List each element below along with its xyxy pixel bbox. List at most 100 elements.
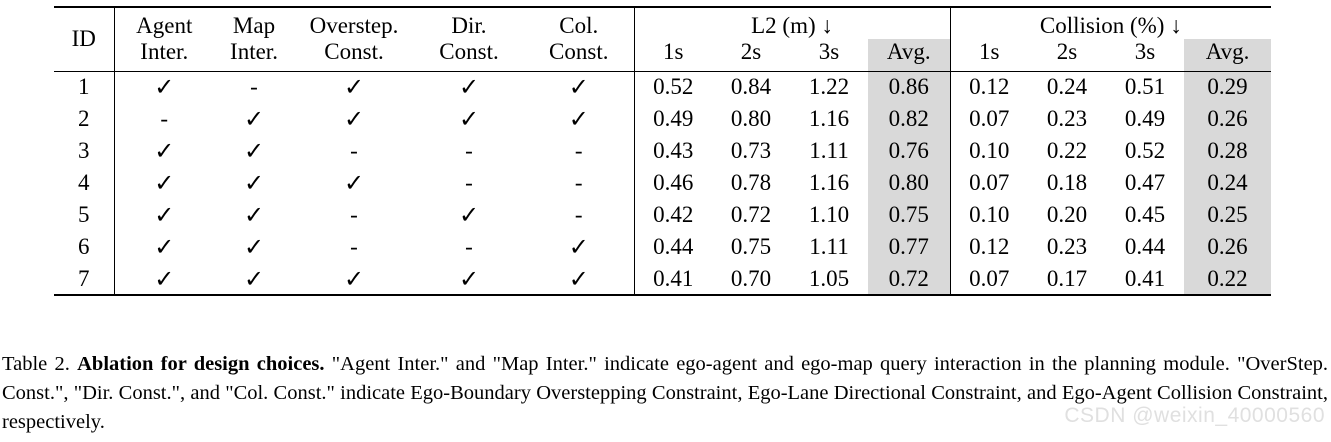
cell-l2-avg: 0.86 [868, 70, 951, 103]
cell-l2-3s: 1.05 [790, 263, 868, 296]
cell-collision-1s: 0.10 [969, 202, 1010, 227]
cell-collision-3s: 0.44 [1124, 234, 1166, 259]
cell-l2-2s: 0.73 [730, 138, 772, 163]
header-map-line1: Map [214, 6, 294, 39]
cell-map-flag: ✓ [243, 105, 265, 133]
header-col-avg: Avg. [1184, 39, 1272, 71]
cell-col-flag: - [524, 135, 635, 167]
cell-id: 1 [54, 70, 115, 103]
cell-col-flag: ✓ [524, 231, 635, 263]
header-l2-1s: 1s [663, 39, 684, 64]
cell-id: 4 [54, 167, 115, 199]
table-row: 7 ✓ ✓ ✓ ✓ ✓ 0.41 0.70 1.05 0.72 0.07 0.17 0.41 0.22 [54, 263, 1272, 296]
cell-l2-avg: 0.72 [868, 263, 951, 296]
table-row: 1 ✓ - ✓ ✓ ✓ 0.52 0.84 1.22 0.86 0.12 0.24 0.51 0.29 [54, 70, 1272, 103]
cell-l2-3s: 1.16 [808, 106, 850, 131]
cell-l2-3s: 1.22 [790, 70, 868, 103]
header-agent-line1: Agent [114, 6, 214, 39]
cell-l2-1s: 0.52 [634, 70, 712, 103]
cell-agent-flag: ✓ [154, 169, 175, 197]
cell-l2-avg: 0.76 [868, 135, 951, 167]
cell-col-flag: ✓ [524, 263, 635, 296]
header-col-2s: 2s [1056, 39, 1078, 64]
cell-collision-1s: 0.12 [950, 70, 1029, 103]
cell-l2-2s: 0.78 [730, 170, 772, 195]
cell-collision-2s: 0.17 [1028, 263, 1107, 296]
table-caption: Table 2. Ablation for design choices. "A… [2, 350, 1328, 437]
header-id: ID [54, 6, 115, 71]
cell-col-flag: ✓ [524, 103, 635, 135]
cell-l2-2s: 0.84 [712, 70, 790, 103]
cell-id: 2 [54, 103, 115, 135]
header-dir-line1: Dir. [414, 6, 524, 39]
cell-l2-1s: 0.46 [653, 170, 694, 195]
cell-overstep-flag: - [350, 234, 358, 259]
cell-l2-3s: 1.11 [809, 138, 849, 163]
header-l2-avg: Avg. [868, 39, 951, 71]
ablation-table: ID Agent Map Overstep. Dir. Col. L2 (m) … [54, 6, 1272, 296]
cell-l2-3s: 1.11 [809, 234, 849, 259]
table-row: 3 ✓ ✓ - - -0.43 0.73 1.11 0.76 0.10 0.22 0.52 0.28 [54, 135, 1272, 167]
cell-dir-flag: - [465, 138, 473, 163]
header-col-3s: 3s [1134, 39, 1156, 64]
header-collision-group: Collision (%) ↓ [950, 6, 1272, 39]
cell-collision-1s: 0.10 [969, 138, 1010, 163]
cell-l2-2s: 0.80 [730, 106, 772, 131]
cell-collision-3s: 0.49 [1124, 106, 1166, 131]
cell-agent-flag: ✓ [154, 201, 175, 229]
cell-id: 3 [54, 135, 115, 167]
cell-collision-2s: 0.23 [1046, 234, 1088, 259]
cell-col-flag: - [524, 167, 635, 199]
cell-collision-3s: 0.51 [1106, 70, 1185, 103]
cell-l2-2s: 0.75 [730, 234, 772, 259]
cell-l2-3s: 1.10 [808, 202, 850, 227]
cell-overstep-flag: - [350, 202, 358, 227]
cell-collision-3s: 0.52 [1124, 138, 1166, 163]
caption-label: Table 2. [2, 353, 70, 375]
cell-col-flag: - [524, 199, 635, 231]
cell-collision-1s: 0.07 [969, 106, 1010, 131]
cell-l2-1s: 0.49 [653, 106, 694, 131]
cell-l2-1s: 0.43 [653, 138, 694, 163]
cell-collision-2s: 0.18 [1046, 170, 1088, 195]
table-row: 5 ✓ ✓ - ✓ -0.42 0.72 1.10 0.75 0.10 0.20 0.45 0.25 [54, 199, 1272, 231]
cell-id: 7 [54, 263, 115, 296]
cell-l2-2s: 0.70 [712, 263, 790, 296]
cell-collision-avg: 0.25 [1184, 199, 1272, 231]
cell-dir-flag: ✓ [414, 263, 524, 296]
cell-agent-flag: ✓ [154, 137, 175, 165]
table-row: 2 - ✓ ✓ ✓ ✓ 0.49 0.80 1.16 0.82 0.07 0.23 0.49 0.26 [54, 103, 1272, 135]
cell-collision-1s: 0.07 [969, 170, 1010, 195]
cell-collision-avg: 0.24 [1184, 167, 1272, 199]
cell-dir-flag: - [465, 170, 473, 195]
cell-collision-2s: 0.24 [1028, 70, 1107, 103]
header-dir-line2: Const. [439, 39, 499, 64]
cell-id: 6 [54, 231, 115, 263]
cell-overstep-flag: ✓ [294, 70, 414, 103]
header-l2-2s: 2s [740, 39, 762, 64]
cell-collision-3s: 0.47 [1124, 170, 1166, 195]
cell-l2-avg: 0.82 [868, 103, 951, 135]
cell-collision-2s: 0.20 [1046, 202, 1088, 227]
table-row: 4 ✓ ✓ ✓ - -0.46 0.78 1.16 0.80 0.07 0.18 0.47 0.24 [54, 167, 1272, 199]
cell-collision-3s: 0.41 [1106, 263, 1185, 296]
cell-collision-avg: 0.26 [1184, 103, 1272, 135]
cell-dir-flag: ✓ [458, 105, 480, 133]
cell-dir-flag: ✓ [458, 201, 480, 229]
header-overstep-line1: Overstep. [294, 6, 414, 39]
cell-l2-1s: 0.41 [634, 263, 712, 296]
header-overstep-line2: Const. [324, 39, 384, 64]
cell-collision-avg: 0.26 [1184, 231, 1272, 263]
header-col-line1: Col. [524, 6, 635, 39]
cell-col-flag: ✓ [524, 70, 635, 103]
cell-collision-3s: 0.45 [1124, 202, 1166, 227]
cell-agent-flag: ✓ [154, 233, 175, 261]
cell-overstep-flag: ✓ [294, 263, 414, 296]
table-row: 6 ✓ ✓ - - ✓ 0.44 0.75 1.11 0.77 0.12 0.23 0.44 0.26 [54, 231, 1272, 263]
cell-collision-1s: 0.12 [969, 234, 1010, 259]
cell-map-flag: ✓ [243, 137, 265, 165]
table-body: 1 ✓ - ✓ ✓ ✓ 0.52 0.84 1.22 0.86 0.12 0.24 0.51 0.29 2-… [54, 70, 1272, 296]
cell-collision-avg: 0.22 [1184, 263, 1272, 296]
cell-overstep-flag: - [350, 138, 358, 163]
cell-l2-2s: 0.72 [730, 202, 772, 227]
